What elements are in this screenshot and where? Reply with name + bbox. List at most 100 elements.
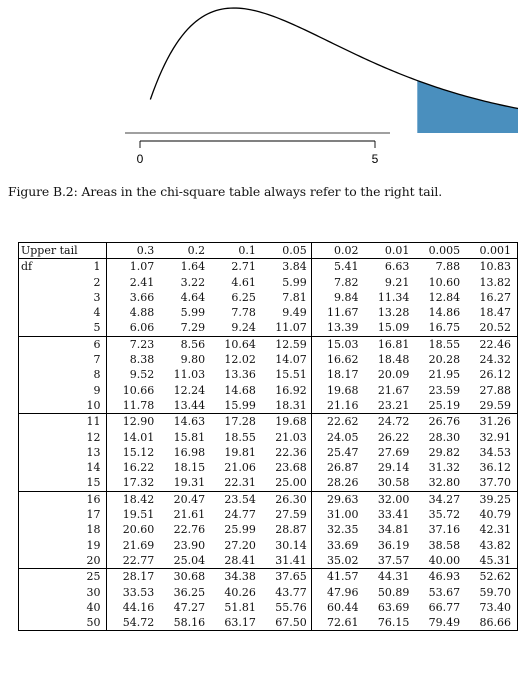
critical-value: 4.64 bbox=[180, 290, 206, 304]
table-row: 19 21.69 23.90 27.20 30.14 33.69 36.19 38.58 43.… bbox=[17, 537, 518, 553]
critical-value: 21.61 bbox=[173, 508, 206, 522]
table-row: 5 6.06 7.29 9.24 11.07 13.39 15.09 16.75 20.52 bbox=[17, 320, 518, 337]
critical-value: 37.16 bbox=[428, 523, 461, 537]
critical-value: 28.26 bbox=[311, 475, 363, 492]
critical-value: 23.21 bbox=[362, 397, 414, 415]
row-label-cell bbox=[17, 336, 79, 353]
critical-value: 32.35 bbox=[327, 523, 359, 537]
critical-value: 30.58 bbox=[362, 475, 414, 492]
df-value: 9 bbox=[78, 382, 108, 398]
row-label-cell bbox=[17, 397, 79, 415]
critical-value: 27.59 bbox=[259, 507, 312, 523]
critical-value: 63.69 bbox=[377, 600, 410, 614]
critical-value: 32.00 bbox=[377, 492, 410, 506]
critical-value: 32.91 bbox=[464, 429, 518, 445]
x-tick-label: 0 bbox=[137, 152, 144, 166]
critical-value: 31.41 bbox=[259, 552, 312, 570]
critical-value: 9.80 bbox=[180, 353, 206, 367]
row-label-cell bbox=[17, 568, 79, 585]
critical-value: 37.57 bbox=[362, 552, 414, 570]
df-value: 5 bbox=[78, 320, 108, 337]
df-value: 11 bbox=[78, 413, 108, 430]
critical-value: 21.69 bbox=[122, 538, 155, 552]
critical-value: 21.03 bbox=[259, 429, 312, 445]
critical-value: 36.12 bbox=[464, 460, 518, 476]
critical-value: 11.78 bbox=[106, 397, 159, 415]
upper-tail-value: 0.2 bbox=[158, 241, 210, 260]
critical-value: 58.16 bbox=[158, 615, 210, 632]
df-value: 19 bbox=[78, 537, 108, 553]
critical-value: 25.47 bbox=[327, 445, 359, 459]
critical-value: 19.68 bbox=[327, 383, 359, 397]
critical-value: 12.59 bbox=[259, 336, 312, 353]
critical-value: 11.67 bbox=[327, 306, 359, 320]
df-value: 30 bbox=[78, 584, 108, 600]
critical-value: 20.28 bbox=[428, 353, 461, 367]
critical-value: 18.42 bbox=[122, 492, 155, 506]
critical-value: 16.22 bbox=[122, 461, 155, 475]
row-label-cell bbox=[17, 599, 79, 616]
critical-value: 10.66 bbox=[122, 383, 155, 397]
table-row: 20 22.77 25.04 28.41 31.41 35.02 37.57 40.00 45.… bbox=[17, 552, 518, 570]
critical-value: 39.25 bbox=[464, 491, 518, 508]
right-tail-shaded-area bbox=[417, 80, 518, 133]
critical-value: 63.17 bbox=[209, 615, 260, 632]
critical-value: 14.86 bbox=[428, 306, 461, 320]
critical-value: 28.41 bbox=[209, 552, 260, 570]
critical-value: 33.53 bbox=[122, 585, 155, 599]
critical-value: 43.77 bbox=[259, 584, 312, 600]
density-curve bbox=[149, 7, 518, 110]
df-value: 3 bbox=[78, 289, 108, 306]
critical-value: 9.24 bbox=[209, 320, 260, 337]
critical-value: 23.54 bbox=[224, 492, 256, 506]
df-value: 8 bbox=[78, 367, 108, 383]
critical-value: 10.60 bbox=[428, 275, 461, 289]
critical-value: 7.78 bbox=[231, 306, 256, 320]
critical-value: 36.25 bbox=[173, 585, 206, 599]
critical-value: 15.81 bbox=[173, 430, 206, 444]
table-row: 6 7.23 8.56 10.64 12.59 15.03 16.81 18.55 22.46 bbox=[17, 336, 518, 353]
critical-value: 54.72 bbox=[106, 615, 159, 632]
critical-value: 31.32 bbox=[428, 461, 461, 475]
row-label-cell bbox=[17, 552, 79, 570]
table-row: 17 19.51 21.61 24.77 27.59 31.00 33.41 35.72 40.… bbox=[17, 507, 518, 523]
critical-value: 19.68 bbox=[259, 413, 312, 430]
critical-value: 2.71 bbox=[231, 260, 256, 274]
df-value: 12 bbox=[78, 429, 108, 445]
table-row: 8 9.52 11.03 13.36 15.51 18.17 20.09 21.95 26.12 bbox=[17, 367, 518, 383]
critical-value: 14.68 bbox=[224, 383, 256, 397]
critical-value: 55.76 bbox=[259, 599, 312, 616]
critical-value: 8.56 bbox=[180, 337, 206, 351]
table-row: 14 16.22 18.15 21.06 23.68 26.87 29.14 31.32 36.… bbox=[17, 460, 518, 476]
df-value: 6 bbox=[78, 336, 108, 353]
upper-tail-value: 0.005 bbox=[413, 241, 465, 260]
critical-value: 30.14 bbox=[259, 537, 312, 553]
critical-value: 25.00 bbox=[259, 475, 312, 492]
critical-value: 25.99 bbox=[224, 523, 256, 537]
critical-value: 72.61 bbox=[311, 615, 363, 632]
critical-value: 79.49 bbox=[413, 615, 465, 632]
critical-value: 10.64 bbox=[224, 337, 256, 351]
table-row: 9 10.66 12.24 14.68 16.92 19.68 21.67 23.59 27.8… bbox=[17, 382, 518, 398]
table-row: 12 14.01 15.81 18.55 21.03 24.05 26.22 28.30 32.… bbox=[17, 429, 518, 445]
critical-value: 28.87 bbox=[259, 522, 312, 538]
critical-value: 22.31 bbox=[209, 475, 260, 492]
df-value: 50 bbox=[78, 615, 108, 632]
critical-value: 66.77 bbox=[428, 600, 461, 614]
row-label-cell bbox=[17, 382, 79, 398]
critical-value: 38.58 bbox=[428, 538, 461, 552]
critical-value: 60.44 bbox=[327, 600, 359, 614]
df-value: 16 bbox=[78, 491, 108, 508]
critical-value: 22.77 bbox=[106, 552, 159, 570]
table-header-row: Upper tail 0.3 0.2 0.1 0.05 0.02 0.01 0.005 0.0… bbox=[17, 241, 518, 260]
critical-value: 11.07 bbox=[259, 320, 312, 337]
critical-value: 4.88 bbox=[129, 306, 155, 320]
table-row: 30 33.53 36.25 40.26 43.77 47.96 50.89 53.67 59.… bbox=[17, 584, 518, 600]
upper-tail-value: 0.02 bbox=[311, 241, 363, 260]
critical-value: 9.52 bbox=[129, 368, 155, 382]
critical-value: 34.27 bbox=[428, 492, 461, 506]
critical-value: 12.02 bbox=[224, 353, 256, 367]
df-value: 13 bbox=[78, 444, 108, 461]
critical-value: 22.46 bbox=[464, 336, 518, 353]
critical-value: 76.15 bbox=[362, 615, 414, 632]
